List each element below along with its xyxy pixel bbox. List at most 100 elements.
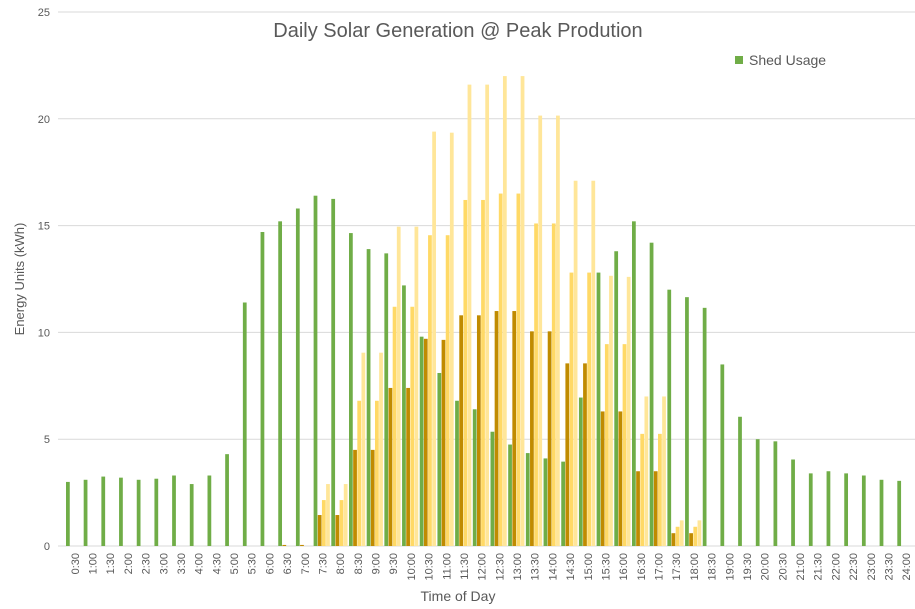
y-tick-label: 10 — [38, 327, 50, 339]
bar — [154, 478, 159, 546]
x-axis-title: Time of Day — [421, 588, 496, 604]
bar — [445, 235, 450, 546]
x-tick-label: 5:30 — [247, 553, 259, 574]
bar — [349, 233, 353, 547]
bar — [172, 475, 176, 546]
bar — [300, 544, 304, 546]
bar — [467, 84, 472, 547]
bar — [396, 226, 401, 546]
bar — [402, 285, 406, 546]
legend-label: Shed Usage — [749, 52, 826, 68]
x-tick-label: 13:00 — [512, 553, 524, 581]
x-tick-label: 9:30 — [388, 553, 400, 574]
x-tick-label: 19:00 — [724, 553, 736, 581]
bar — [791, 459, 795, 546]
bar — [561, 461, 566, 546]
bar — [844, 473, 849, 546]
x-tick-label: 17:00 — [654, 553, 666, 581]
bar — [626, 276, 631, 546]
bar — [569, 272, 574, 546]
bar — [282, 544, 287, 546]
bar — [441, 339, 446, 546]
bar — [689, 533, 693, 546]
bar — [520, 76, 525, 546]
x-tick-label: 6:00 — [264, 553, 276, 574]
bar — [879, 479, 884, 546]
bar — [679, 520, 684, 546]
bar — [573, 180, 578, 546]
x-tick-label: 22:30 — [848, 553, 860, 581]
x-tick-label: 16:30 — [636, 553, 648, 581]
legend-swatch — [735, 56, 743, 64]
bar — [339, 500, 344, 546]
bar — [808, 473, 813, 546]
bar — [671, 533, 676, 546]
bar — [428, 235, 432, 546]
bar — [476, 315, 481, 546]
bar — [547, 331, 552, 546]
bar — [653, 471, 658, 546]
bar — [530, 331, 534, 546]
bar — [512, 311, 517, 546]
x-tick-label: 22:00 — [830, 553, 842, 581]
bar — [587, 272, 592, 546]
x-tick-label: 9:00 — [371, 553, 383, 574]
bar — [649, 242, 654, 547]
bar — [494, 311, 499, 546]
bar — [313, 195, 318, 547]
bar — [392, 306, 397, 546]
bar — [242, 302, 247, 546]
bar — [335, 515, 340, 546]
x-tick-label: 7:00 — [300, 553, 312, 574]
bar — [419, 336, 424, 546]
bar — [379, 352, 383, 546]
bar — [640, 433, 645, 546]
bar — [414, 226, 419, 546]
x-tick-label: 15:30 — [600, 553, 612, 581]
x-tick-label: 14:00 — [547, 553, 559, 581]
bar — [516, 193, 521, 546]
x-tick-label: 19:30 — [742, 553, 754, 581]
x-tick-label: 8:00 — [335, 553, 347, 574]
bar — [618, 411, 623, 546]
bar — [207, 475, 212, 546]
bar — [658, 433, 662, 546]
bar — [773, 441, 778, 546]
bar — [600, 411, 605, 546]
x-tick-label: 23:30 — [883, 553, 895, 581]
x-tick-label: 1:30 — [105, 553, 117, 574]
bar — [508, 444, 512, 546]
x-tick-label: 13:30 — [530, 553, 542, 581]
x-tick-label: 4:00 — [194, 553, 206, 574]
bar — [538, 115, 543, 546]
bar — [693, 526, 698, 546]
bar — [459, 315, 464, 546]
bar — [375, 400, 379, 546]
bar — [432, 131, 436, 546]
x-tick-label: 21:30 — [813, 553, 825, 581]
bar — [565, 363, 570, 546]
bar — [861, 475, 866, 546]
bar — [897, 480, 902, 546]
bar — [331, 198, 336, 546]
bar — [551, 223, 556, 547]
chart-title: Daily Solar Generation @ Peak Prodution — [273, 20, 642, 42]
bar — [384, 253, 389, 547]
bar — [361, 352, 366, 546]
bar — [583, 363, 587, 546]
x-tick-label: 4:30 — [211, 553, 223, 574]
x-tick-label: 20:30 — [777, 553, 789, 581]
x-tick-label: 0:30 — [70, 553, 82, 574]
bar — [455, 400, 459, 546]
x-tick-label: 17:30 — [671, 553, 683, 581]
bar — [697, 520, 702, 546]
bar — [556, 115, 560, 546]
bar — [388, 387, 393, 546]
x-tick-label: 18:00 — [689, 553, 701, 581]
x-tick-label: 1:00 — [88, 553, 100, 574]
x-tick-label: 12:00 — [477, 553, 489, 581]
x-tick-label: 18:30 — [707, 553, 719, 581]
bar — [410, 306, 415, 546]
bar — [343, 484, 348, 546]
